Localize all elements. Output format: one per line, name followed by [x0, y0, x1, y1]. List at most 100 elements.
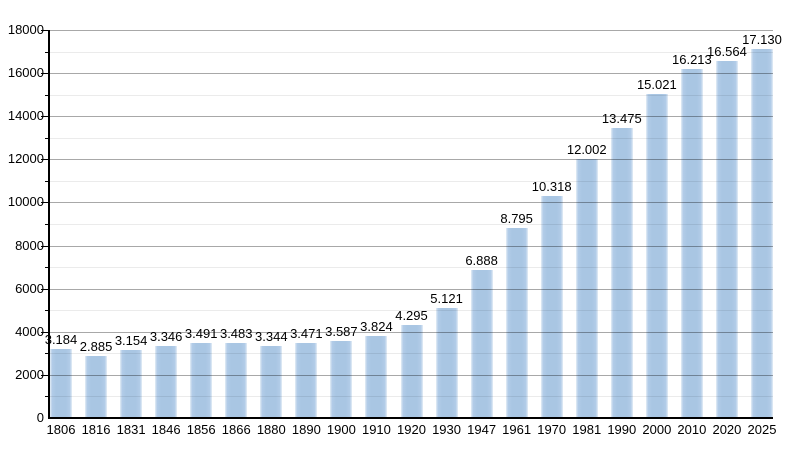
gridline-major	[50, 375, 773, 376]
x-tick-label: 1816	[81, 422, 111, 437]
bar	[645, 94, 668, 418]
gridline-major	[50, 30, 773, 31]
gridline-major	[50, 116, 773, 117]
y-tick-major	[41, 289, 48, 290]
y-tick-label: 2000	[15, 366, 44, 382]
bar	[610, 127, 633, 418]
y-tick-major	[41, 202, 48, 203]
bar-value-label: 3.184	[44, 332, 78, 348]
gridline-minor	[50, 95, 773, 96]
y-tick-label: 6000	[15, 280, 44, 296]
gridline-minor	[50, 224, 773, 225]
x-tick-label: 1866	[221, 422, 251, 437]
bar-value-label: 3.344	[255, 328, 288, 344]
bar	[575, 159, 598, 418]
gridline-minor	[50, 267, 773, 268]
bar	[190, 342, 213, 418]
y-tick-minor	[45, 353, 49, 354]
gridline-major	[50, 332, 773, 333]
y-tick-major	[41, 159, 48, 160]
bar-value-label: 10.318	[531, 178, 572, 194]
y-tick-minor	[45, 181, 49, 182]
bar	[120, 350, 143, 418]
bar-value-label: 3.483	[219, 325, 253, 341]
bar-value-label: 3.824	[360, 318, 393, 334]
bar-value-label: 3.154	[114, 333, 148, 348]
bar-value-label: 17.130	[742, 31, 782, 47]
bar-value-label: 2.885	[79, 338, 113, 354]
y-axis	[48, 30, 50, 419]
bar-value-label: 8.795	[500, 211, 533, 227]
y-tick-label: 16000	[7, 65, 44, 81]
gridline-major	[50, 159, 773, 160]
bar	[435, 307, 458, 418]
x-tick-label: 1961	[502, 422, 532, 437]
y-tick-major	[41, 375, 48, 376]
bar	[155, 345, 178, 418]
y-tick-minor	[45, 95, 49, 96]
bar-value-label: 16.213	[672, 51, 712, 67]
bar	[505, 228, 528, 418]
bar-value-label: 13.475	[601, 110, 642, 126]
x-tick-label: 2000	[642, 422, 672, 437]
bar	[295, 343, 318, 418]
bar-value-label: 3.346	[149, 328, 183, 344]
bar-value-label: 6.888	[465, 252, 498, 268]
bar	[50, 349, 72, 418]
y-tick-minor	[45, 310, 49, 311]
bar-value-label: 16.564	[707, 43, 747, 59]
bar-value-label: 15.021	[636, 77, 677, 93]
gridline-minor	[50, 138, 773, 139]
gridline-minor	[50, 52, 773, 53]
gridline-minor	[50, 396, 773, 397]
y-tick-label: 8000	[15, 237, 44, 253]
gridline-major	[50, 246, 773, 247]
bar-value-label: 3.587	[325, 323, 358, 339]
y-tick-major	[41, 116, 48, 117]
bar	[680, 68, 703, 418]
gridline-major	[50, 202, 773, 203]
x-tick-label: 1947	[467, 422, 497, 437]
bar	[470, 269, 493, 418]
bar	[85, 355, 108, 418]
x-tick-label: 1970	[537, 422, 567, 437]
x-tick-label: 2020	[712, 422, 742, 437]
y-tick-label: 18000	[7, 22, 44, 37]
x-tick-label: 1910	[361, 422, 391, 437]
bar	[365, 335, 388, 418]
y-tick-label: 12000	[7, 151, 44, 167]
gridline-minor	[50, 353, 773, 354]
bar-value-label: 12.002	[566, 142, 607, 158]
x-tick-label: 1856	[186, 422, 216, 437]
x-axis	[48, 417, 773, 419]
y-tick-label: 14000	[7, 108, 44, 124]
gridline-major	[50, 289, 773, 290]
gridline-major	[50, 73, 773, 74]
bar	[260, 345, 283, 418]
y-tick-minor	[45, 267, 49, 268]
x-tick-label: 1930	[432, 422, 461, 437]
bar-value-label: 5.121	[430, 290, 463, 306]
x-tick-label: 1920	[397, 422, 426, 437]
bar-value-label: 3.471	[290, 326, 323, 342]
x-tick-label: 1880	[256, 422, 286, 437]
y-tick-label: 0	[36, 410, 44, 425]
y-tick-major	[41, 332, 48, 333]
bar	[330, 340, 353, 418]
x-tick-label: 1806	[46, 422, 76, 437]
gridline-minor	[50, 310, 773, 311]
bar-value-label: 3.491	[184, 325, 218, 341]
bar	[400, 325, 423, 418]
bar	[715, 60, 738, 418]
x-tick-label: 2010	[677, 422, 707, 437]
x-tick-label: 2025	[747, 422, 777, 437]
gridline-minor	[50, 181, 773, 182]
y-tick-minor	[45, 52, 49, 53]
x-tick-label: 1900	[326, 422, 356, 437]
y-tick-label: 10000	[7, 194, 44, 210]
y-tick-minor	[45, 138, 49, 139]
bar	[540, 195, 563, 418]
y-tick-major	[41, 246, 48, 247]
x-tick-label: 1831	[116, 422, 146, 437]
